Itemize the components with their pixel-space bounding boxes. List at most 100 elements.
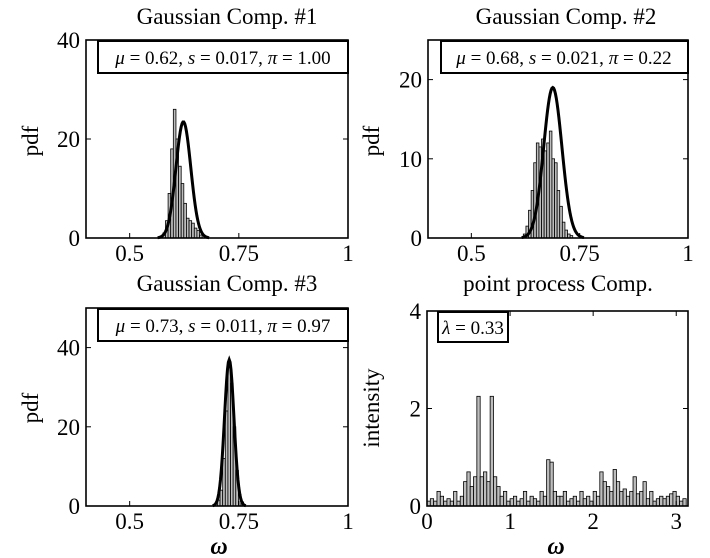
y-ticks: 0 20 40 [57,28,348,251]
histogram-bar [486,481,491,507]
histogram-bar [539,490,544,507]
histogram-bar [469,486,474,507]
histogram-bar [682,498,687,507]
histogram-bar [476,395,481,507]
histogram-bar [542,495,548,507]
histogram-bar [529,495,534,507]
y-tick-label: 40 [57,28,80,53]
histogram-bar [632,476,637,507]
gaussian-fit-line [212,355,247,508]
histogram-bar [446,498,451,507]
x-axis-label: ω [210,534,227,558]
histogram-bar [662,498,667,507]
y-tick-label: 20 [57,415,80,440]
annotation-box [97,40,349,74]
y-tick-label: 2 [410,397,422,422]
histogram-bar [436,490,441,507]
histogram-bar [499,495,504,507]
histogram-bar [503,490,508,507]
histogram-bar [429,498,435,507]
lambda-symbol: λ [441,318,450,339]
fit-curve [157,120,210,240]
x-tick-label: 2 [587,509,599,534]
pi-value: = 0.22 [618,48,671,69]
y-ticks: 0 2 4 [410,299,688,519]
y-axis-label: pdf [359,125,384,156]
x-tick-label: 1 [342,241,354,266]
histogram-bar [439,495,445,507]
parameter-annotation: μ = 0.68, s = 0.021, π = 0.22 [455,48,671,69]
y-axis-label: pdf [18,392,43,423]
s-symbol: s [188,48,195,69]
histogram-bar [642,481,647,507]
histogram-bar [659,495,664,507]
histogram-bar [479,476,484,507]
s-value: = 0.021, [536,48,608,69]
histogram-bar [466,471,471,507]
pi-value: = 1.00 [277,48,330,69]
y-tick-label: 40 [57,336,80,361]
histogram-bar [596,495,601,507]
histogram-bar [599,471,604,507]
y-axis-label: pdf [18,125,43,156]
histogram-bar [463,481,468,507]
histogram-bar [606,486,611,507]
mu-value: = 0.73, [125,316,188,337]
mu-value: = 0.62, [125,48,188,69]
histogram-bar [629,490,634,507]
histogram-bar [619,490,624,507]
parameter-annotation: λ = 0.33 [441,318,504,339]
histogram-bar [649,490,654,507]
mu-symbol: μ [115,316,126,337]
annotation-box [440,40,689,74]
pi-value: = 0.97 [277,316,330,337]
y-tick-label: 0 [411,226,423,251]
y-tick-label: 20 [399,68,422,93]
histogram-bar [602,481,607,507]
s-value: = 0.011, [196,316,268,337]
histogram-bar [616,481,621,507]
histogram-bar [549,461,554,507]
x-tick-label: 0.75 [219,509,259,534]
panel-title: point process Comp. [463,271,653,296]
histogram-bar [496,486,501,507]
histogram-bar [586,495,591,507]
x-tick-label: 0.5 [115,241,144,266]
panel-gaussian-comp-3: Gaussian Comp. #3 pdf ω 0.5 0.75 1 0 20 40 μ… [18,271,354,558]
panel-title: Gaussian Comp. #2 [476,4,657,29]
panel-point-process-comp: point process Comp. intensity ω 0 1 2 3 0 2 4… [359,271,689,558]
histogram-bar [672,490,677,507]
pi-symbol: π [267,316,277,337]
x-tick-label: 1 [504,509,516,534]
y-tick-label: 20 [57,127,80,152]
x-tick-label: 0 [421,509,433,534]
histogram-bar [483,471,488,507]
s-value: = 0.017, [195,48,267,69]
histogram-bar [635,493,641,507]
parameter-annotation: μ = 0.73, s = 0.011, π = 0.97 [115,316,331,337]
histogram-bar [669,493,674,507]
histogram-bar [513,495,518,507]
x-ticks: 0.5 0.75 1 [115,40,354,266]
histogram-bar [546,459,551,507]
histogram-bar [562,490,567,507]
s-symbol: s [529,48,536,69]
mu-symbol: μ [114,48,125,69]
histogram-bar [639,490,644,507]
panel-title: Gaussian Comp. #1 [137,4,318,29]
fit-curve [521,85,585,240]
y-tick-label: 10 [399,147,422,172]
histogram-bar [675,495,680,507]
histogram-bar [665,495,670,507]
histogram-bar [493,476,498,507]
x-tick-label: 1 [682,241,694,266]
panel-title: Gaussian Comp. #3 [137,271,318,296]
gaussian-fit-line [157,120,210,240]
x-tick-label: 0.75 [560,241,600,266]
parameter-annotation: μ = 0.62, s = 0.017, π = 1.00 [114,48,330,69]
x-tick-label: 0.75 [219,241,259,266]
histogram-bar [609,490,614,507]
histogram-bar [579,490,584,507]
panel-gaussian-comp-1: Gaussian Comp. #1 pdf 0.5 0.75 1 0 20 40 μ =… [18,4,354,266]
histogram-bar [612,469,617,507]
